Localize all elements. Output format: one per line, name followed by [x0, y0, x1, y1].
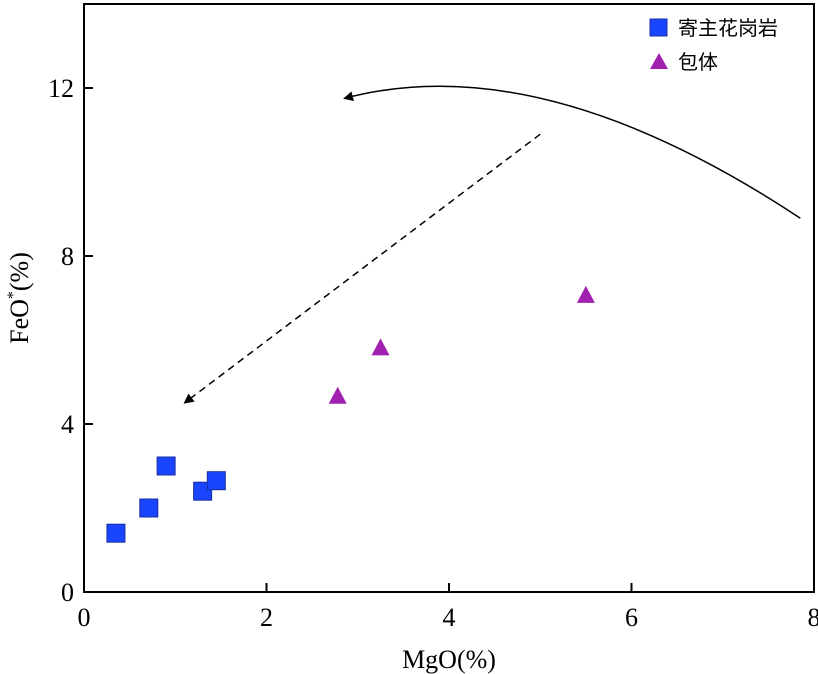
dashed-arrow [183, 133, 541, 404]
point-host-granite [106, 523, 126, 543]
plot-frame [83, 3, 815, 593]
y-tick-label: 0 [61, 578, 74, 607]
legend-marker-host-granite [649, 18, 668, 37]
legend-label-enclave: 包体 [678, 50, 718, 74]
y-axis-title: FeO*(%) [5, 252, 34, 344]
point-host-granite [156, 456, 176, 476]
x-tick-label: 2 [260, 603, 273, 632]
y-tick-label: 8 [61, 242, 74, 271]
point-enclave [328, 386, 347, 404]
x-axis: 0 2 4 6 8 [78, 583, 818, 632]
y-axis-title-unit: (%) [5, 252, 34, 291]
point-enclave [576, 285, 595, 303]
trend-arrows [183, 85, 801, 404]
legend: 寄主花岗岩 包体 [649, 16, 778, 74]
x-axis-title: MgO(%) [402, 645, 496, 674]
point-host-granite [139, 498, 159, 518]
x-tick-label: 6 [625, 603, 638, 632]
y-tick-label: 12 [48, 74, 74, 103]
y-tick-label: 4 [61, 410, 74, 439]
legend-label-host-granite: 寄主花岗岩 [678, 16, 778, 40]
y-axis-title-sup: * [5, 291, 22, 299]
y-axis: 0 4 8 12 [48, 74, 93, 607]
y-axis-title-base: FeO [5, 299, 34, 344]
legend-marker-enclave [650, 53, 668, 69]
point-enclave [371, 338, 390, 356]
x-tick-label: 8 [808, 603, 818, 632]
point-host-granite [206, 471, 226, 491]
x-tick-label: 4 [443, 603, 456, 632]
curved-arrow [343, 85, 801, 219]
x-tick-label: 0 [78, 603, 91, 632]
data-points [106, 285, 595, 543]
